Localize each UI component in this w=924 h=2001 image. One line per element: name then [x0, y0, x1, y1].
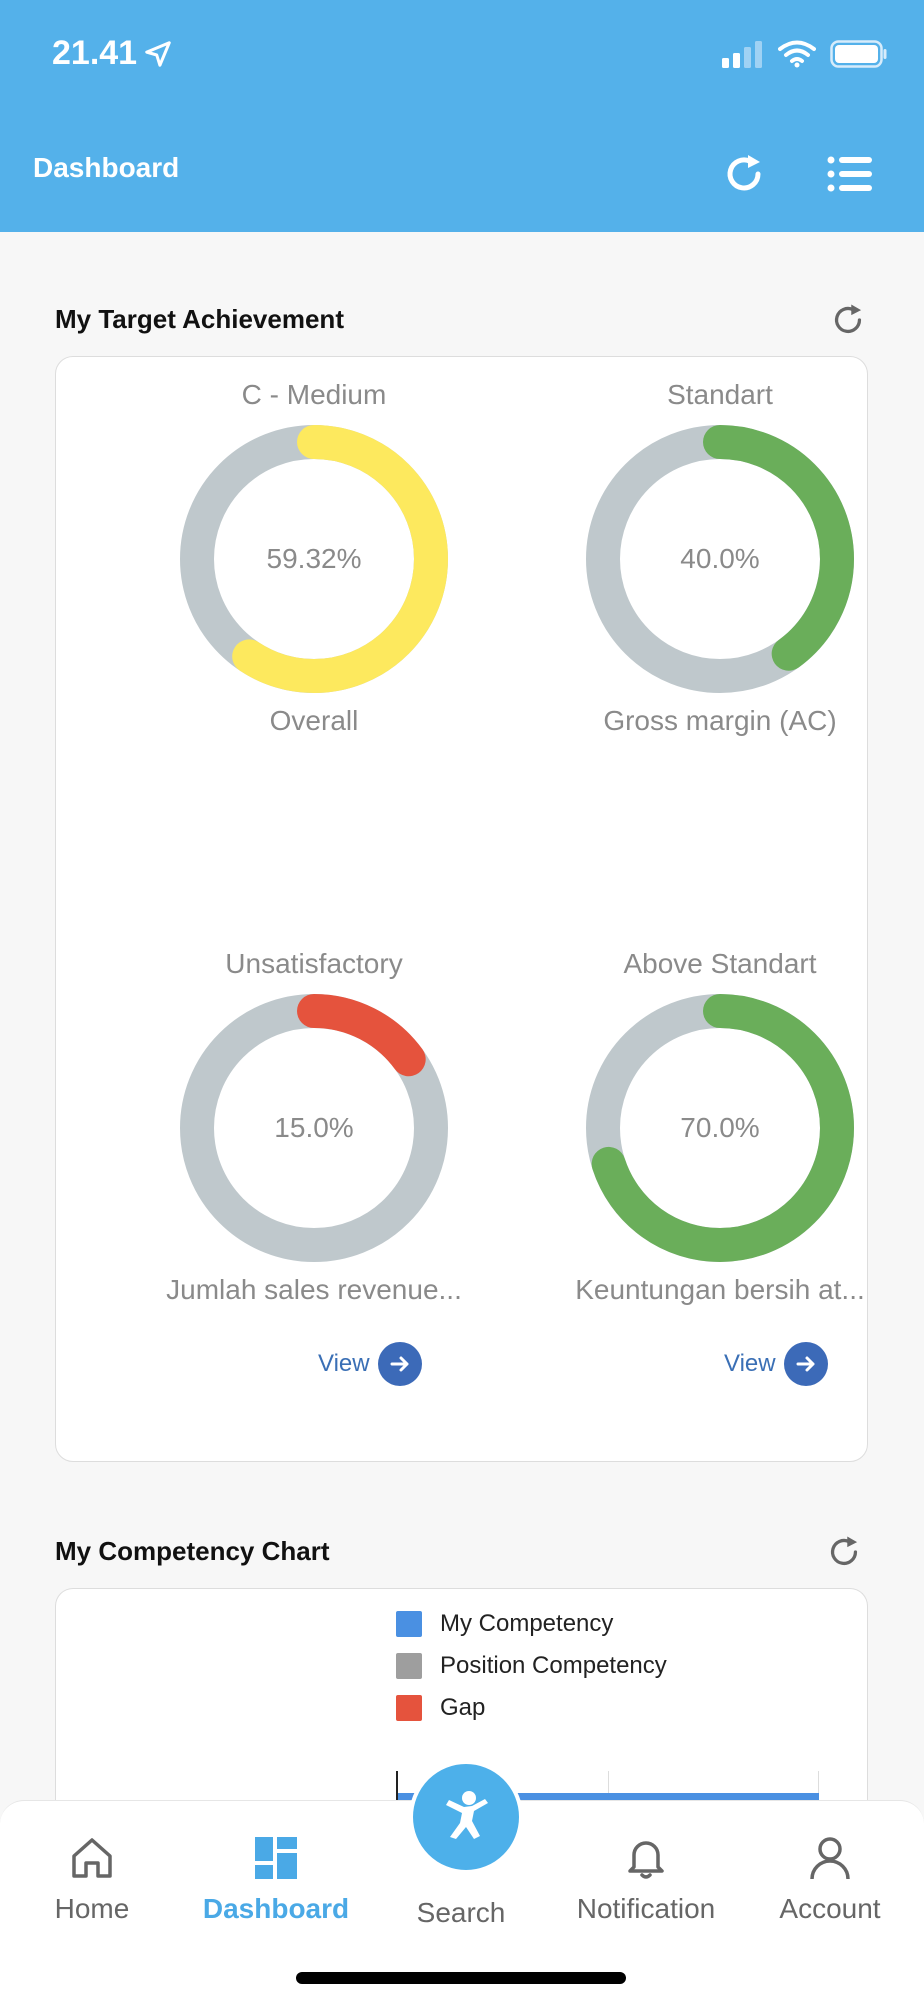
donut-status-label: Standart	[667, 379, 773, 410]
nav-label: Dashboard	[202, 1893, 350, 1924]
target-section-title: My Target Achievement	[55, 304, 344, 334]
donut-kpi-label: Keuntungan bersih at...	[575, 1274, 865, 1305]
donut-ring: 70.0%	[580, 988, 860, 1268]
nav-label: Account	[779, 1893, 881, 1924]
target-card: C - Medium 59.32% Overall Standart 40.0%…	[55, 356, 868, 1462]
signal-icon	[722, 41, 762, 68]
chart-gridline	[818, 1771, 819, 1811]
home-icon	[72, 1838, 112, 1878]
nav-label: Home	[54, 1893, 130, 1924]
nav-notification[interactable]: Notification	[556, 1821, 736, 1925]
nav-home[interactable]: Home	[2, 1821, 182, 1925]
donut-kpi-label: Overall	[269, 705, 359, 736]
competency-refresh-button[interactable]	[824, 1532, 864, 1572]
view-label: View	[724, 1350, 776, 1377]
donut-arc	[180, 994, 448, 1262]
refresh-icon	[830, 1536, 858, 1565]
bell-icon	[628, 1841, 664, 1879]
donut-sales-revenue[interactable]: Unsatisfactory 15.0% Jumlah sales revenu…	[144, 948, 484, 1306]
app-header: Dashboard	[0, 110, 924, 232]
donut-percentage: 59.32%	[266, 543, 362, 574]
legend-label: Position Competency	[440, 1652, 667, 1679]
view-label: View	[318, 1350, 370, 1377]
home-indicator	[296, 1972, 626, 1984]
donut-kpi-label: Gross margin (AC)	[603, 705, 837, 736]
legend-item: My Competency	[396, 1603, 667, 1645]
chart-legend: My Competency Position Competency Gap	[396, 1603, 667, 1729]
nav-label: Search	[416, 1897, 506, 1928]
nav-search[interactable]: Search	[371, 1885, 551, 1929]
view-button-right[interactable]: View	[724, 1342, 828, 1386]
wifi-icon	[778, 40, 816, 68]
donut-status-label: Unsatisfactory	[225, 948, 403, 979]
donut-ring: 15.0%	[174, 988, 454, 1268]
status-bar: 21.41	[0, 0, 924, 110]
refresh-icon	[834, 304, 862, 333]
dashboard-icon	[255, 1837, 297, 1879]
refresh-button[interactable]	[720, 150, 768, 198]
donut-net-profit[interactable]: Above Standart 70.0% Keuntungan bersih a…	[550, 948, 890, 1306]
donut-status-label: Above Standart	[623, 948, 817, 979]
donut-percentage: 40.0%	[680, 543, 760, 574]
donut-ring: 40.0%	[580, 419, 860, 699]
legend-item: Position Competency	[396, 1645, 667, 1687]
donut-status-label: C - Medium	[241, 379, 387, 410]
nav-label: Notification	[576, 1893, 716, 1924]
competency-section-title: My Competency Chart	[55, 1536, 330, 1566]
status-time: 21.41	[52, 34, 173, 73]
page-title: Dashboard	[33, 152, 180, 183]
arrow-right-icon	[783, 1342, 828, 1386]
arrow-right-icon	[377, 1342, 422, 1386]
legend-label: My Competency	[440, 1610, 614, 1637]
status-time-text: 21.41	[52, 34, 138, 72]
legend-swatch	[396, 1695, 422, 1721]
chart-gridline	[608, 1771, 609, 1811]
search-fab-button[interactable]	[409, 1760, 523, 1874]
donut-percentage: 70.0%	[680, 1112, 760, 1143]
donut-arc	[586, 425, 854, 693]
user-icon	[810, 1837, 850, 1880]
battery-icon	[830, 40, 887, 68]
list-menu-icon	[827, 156, 872, 192]
donut-kpi-label: Jumlah sales revenue...	[166, 1274, 462, 1305]
donut-ring: 59.32%	[174, 419, 454, 699]
menu-button[interactable]	[826, 150, 874, 198]
legend-label: Gap	[440, 1694, 486, 1721]
donut-gross-margin[interactable]: Standart 40.0% Gross margin (AC)	[550, 379, 890, 737]
nav-account[interactable]: Account	[740, 1821, 920, 1925]
target-refresh-button[interactable]	[828, 300, 868, 340]
refresh-icon	[727, 155, 761, 191]
location-arrow-icon	[145, 40, 171, 67]
donut-arc	[180, 425, 448, 693]
view-button-left[interactable]: View	[318, 1342, 422, 1386]
legend-swatch	[396, 1653, 422, 1679]
search-logo-icon	[446, 1791, 488, 1839]
legend-swatch	[396, 1611, 422, 1637]
competency-bar	[398, 1793, 819, 1803]
chart-axis-line	[396, 1771, 398, 1811]
donut-arc	[586, 994, 854, 1262]
legend-item: Gap	[396, 1687, 667, 1729]
donut-overall[interactable]: C - Medium 59.32% Overall	[144, 379, 484, 737]
status-indicators	[720, 40, 888, 68]
nav-dashboard[interactable]: Dashboard	[186, 1821, 366, 1925]
bottom-nav: Home Dashboard Search Notification Accou…	[0, 1800, 924, 2001]
donut-percentage: 15.0%	[274, 1112, 354, 1143]
